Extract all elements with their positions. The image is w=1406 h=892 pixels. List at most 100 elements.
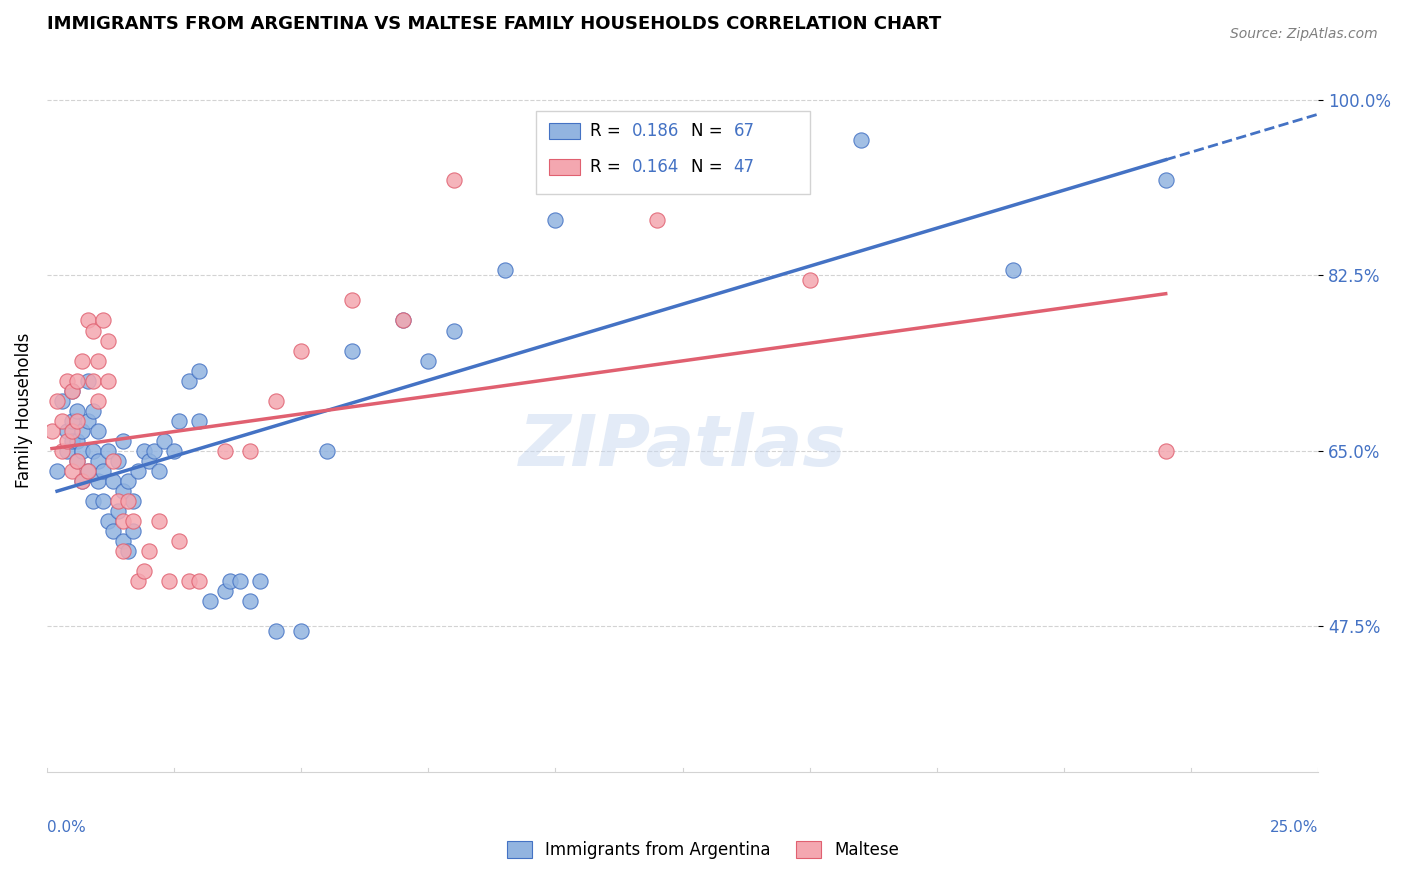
Point xyxy=(112,534,135,549)
Point xyxy=(107,494,129,508)
Point xyxy=(66,454,89,468)
Point xyxy=(249,574,271,589)
Point xyxy=(56,424,79,438)
Point xyxy=(91,464,114,478)
Point xyxy=(97,334,120,348)
Point xyxy=(60,384,83,398)
Point xyxy=(179,374,201,388)
Point xyxy=(101,454,124,468)
Point xyxy=(60,384,83,398)
Point xyxy=(148,464,170,478)
Point xyxy=(443,324,465,338)
Y-axis label: Family Households: Family Households xyxy=(15,333,32,489)
Point xyxy=(117,474,139,488)
Point xyxy=(544,213,567,227)
Point xyxy=(97,443,120,458)
Point xyxy=(66,434,89,448)
Point xyxy=(87,353,110,368)
Point xyxy=(82,443,104,458)
Legend: Immigrants from Argentina, Maltese: Immigrants from Argentina, Maltese xyxy=(501,834,905,866)
Point xyxy=(290,343,312,358)
Text: N =: N = xyxy=(692,158,728,176)
Text: R =: R = xyxy=(589,158,626,176)
Point xyxy=(97,374,120,388)
Point xyxy=(112,434,135,448)
Text: 0.0%: 0.0% xyxy=(46,820,86,835)
Point xyxy=(127,574,149,589)
Point xyxy=(82,494,104,508)
Point xyxy=(101,474,124,488)
Text: R =: R = xyxy=(589,121,626,140)
Point xyxy=(66,374,89,388)
Point xyxy=(51,414,73,428)
Point xyxy=(1154,173,1177,187)
Text: N =: N = xyxy=(692,121,728,140)
Point xyxy=(315,443,337,458)
Point xyxy=(51,443,73,458)
Point xyxy=(87,424,110,438)
Point xyxy=(163,443,186,458)
Text: IMMIGRANTS FROM ARGENTINA VS MALTESE FAMILY HOUSEHOLDS CORRELATION CHART: IMMIGRANTS FROM ARGENTINA VS MALTESE FAM… xyxy=(46,15,941,33)
FancyBboxPatch shape xyxy=(536,112,810,194)
Point xyxy=(72,424,94,438)
Point xyxy=(87,474,110,488)
Point xyxy=(153,434,176,448)
Point xyxy=(46,464,69,478)
Point xyxy=(1154,443,1177,458)
Point xyxy=(76,414,98,428)
Point xyxy=(72,474,94,488)
Point xyxy=(60,424,83,438)
Point xyxy=(132,564,155,578)
Point xyxy=(340,343,363,358)
Point xyxy=(799,273,821,287)
Point xyxy=(82,403,104,417)
Point xyxy=(51,393,73,408)
Point xyxy=(188,414,211,428)
Point xyxy=(122,494,145,508)
Point xyxy=(188,574,211,589)
Point xyxy=(112,483,135,498)
Point xyxy=(46,393,69,408)
Text: 0.186: 0.186 xyxy=(631,121,679,140)
Point xyxy=(41,424,63,438)
Point xyxy=(239,594,262,608)
FancyBboxPatch shape xyxy=(550,123,579,138)
Text: Source: ZipAtlas.com: Source: ZipAtlas.com xyxy=(1230,27,1378,41)
Point xyxy=(142,443,165,458)
Text: ZIPatlas: ZIPatlas xyxy=(519,412,846,482)
Point xyxy=(188,363,211,377)
Point xyxy=(117,544,139,558)
Point xyxy=(418,353,440,368)
Point xyxy=(76,313,98,327)
Point xyxy=(138,454,160,468)
Point xyxy=(60,414,83,428)
FancyBboxPatch shape xyxy=(550,159,579,175)
Point xyxy=(127,464,149,478)
Point xyxy=(148,514,170,528)
Point xyxy=(157,574,180,589)
Point xyxy=(72,443,94,458)
Point xyxy=(494,263,516,277)
Point xyxy=(112,514,135,528)
Point xyxy=(340,293,363,308)
Point xyxy=(76,464,98,478)
Point xyxy=(290,624,312,639)
Point xyxy=(179,574,201,589)
Point xyxy=(138,544,160,558)
Point xyxy=(82,324,104,338)
Point xyxy=(697,173,720,187)
Point xyxy=(264,624,287,639)
Point xyxy=(56,434,79,448)
Text: 0.164: 0.164 xyxy=(631,158,679,176)
Point xyxy=(392,313,415,327)
Text: 47: 47 xyxy=(734,158,755,176)
Point xyxy=(72,474,94,488)
Point xyxy=(214,443,236,458)
Point xyxy=(97,514,120,528)
Point xyxy=(76,464,98,478)
Point xyxy=(167,534,190,549)
Point xyxy=(66,414,89,428)
Point xyxy=(392,313,415,327)
Point xyxy=(219,574,242,589)
Point xyxy=(112,544,135,558)
